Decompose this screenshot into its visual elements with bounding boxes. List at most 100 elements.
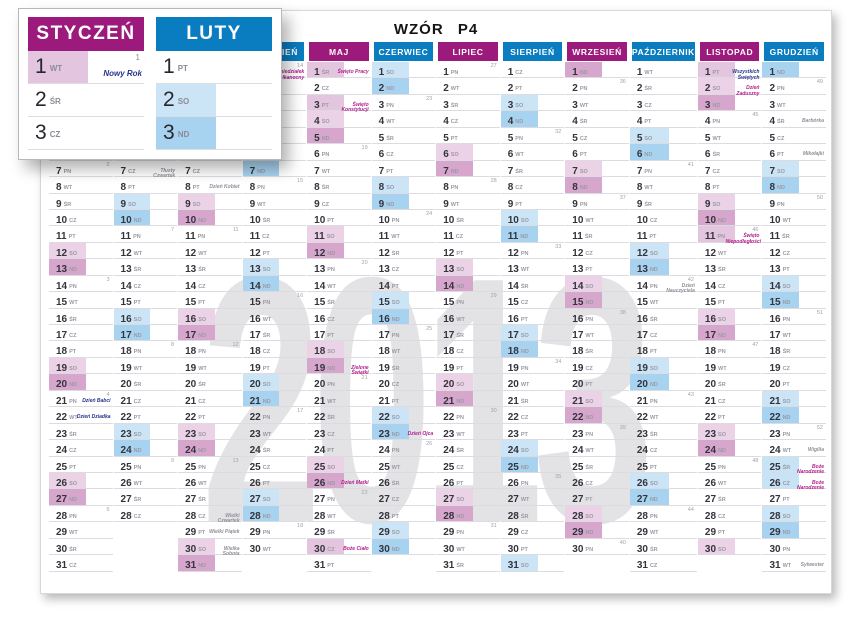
day-number: 20 [56, 379, 68, 391]
weekend-holiday-highlight [565, 390, 603, 407]
day-number: 7 [704, 165, 711, 177]
weekend-holiday-highlight [697, 62, 735, 78]
weekday-abbr: ŚR [262, 333, 271, 339]
weekday-abbr: ŚR [520, 283, 529, 290]
day-number: 14 [378, 280, 390, 292]
weekday-abbr: PT [712, 70, 720, 76]
weekday-abbr: PN [585, 316, 594, 323]
weekend-holiday-highlight [113, 209, 151, 226]
day-number: 2 [314, 83, 320, 95]
day-cell: 11 PN 11 [178, 226, 242, 243]
day-cell: 21 ND [436, 390, 500, 408]
weekday-abbr: SO [133, 431, 142, 438]
weekday-abbr: ŚR [520, 513, 529, 520]
day-cell: 11 SO [307, 226, 371, 243]
day-number: 6 [443, 149, 449, 161]
week-number: 46 [752, 227, 759, 234]
weekday-abbr: CZ [782, 365, 790, 372]
day-number: 1 [378, 67, 385, 78]
day-cell: 16 ND [371, 308, 436, 325]
day-number: 6 [769, 149, 776, 161]
weekend-holiday-highlight [762, 407, 800, 423]
weekday-abbr: ND [198, 448, 207, 455]
day-number: 13 [507, 264, 519, 276]
day-number: 9 [185, 198, 191, 210]
weekday-abbr: ŚR [649, 316, 658, 323]
day-number: 19 [443, 362, 455, 374]
day-cell: 15 WT [49, 292, 113, 309]
day-number: 12 [249, 247, 261, 259]
holiday-label: Wielki Piątek [209, 529, 240, 536]
day-number: 31 [56, 560, 68, 572]
weekday-abbr: PN [321, 152, 330, 159]
day-number: 22 [120, 412, 132, 424]
day-number: 7 [120, 165, 127, 177]
weekend-holiday-highlight [629, 259, 669, 275]
weekend-holiday-highlight [113, 325, 151, 341]
day-cell: 26 ŚR [371, 473, 436, 490]
day-number: 5 [769, 132, 776, 144]
weekday-abbr: ŚR [391, 250, 400, 257]
day-cell: 15 PT [178, 292, 242, 309]
weekday-abbr: SO [520, 333, 529, 339]
inset-holiday-label: Nowy Rok [103, 69, 142, 78]
day-number: 7 [56, 165, 62, 177]
weekday-abbr: ŚR [456, 217, 464, 224]
day-number: 31 [185, 560, 197, 572]
weekday-abbr: ŚR [133, 382, 142, 389]
weekday-abbr: CZ [262, 464, 271, 471]
day-cell: 14 PN 42 Dzień Nauczyciela [629, 276, 697, 295]
weekday-abbr: CZ [69, 563, 77, 570]
weekend-holiday-highlight [436, 374, 474, 390]
weekday-abbr: PT [133, 415, 141, 422]
day-cell: 11 WT [371, 226, 436, 243]
day-cell: 13 ŚR [697, 259, 762, 276]
weekday-abbr: PN [649, 513, 658, 520]
day-cell: 3 PN 23 [371, 95, 436, 112]
day-cell: 27 ŚR [178, 489, 242, 506]
week-number: 36 [619, 79, 626, 86]
day-cell: 16 CZ [307, 309, 371, 325]
weekday-abbr: ND [782, 300, 791, 307]
day-number: 8 [249, 182, 256, 194]
weekend-holiday-highlight [500, 341, 538, 357]
day-number: 7 [314, 165, 320, 177]
weekday-abbr: ND [456, 513, 465, 520]
day-number: 15 [507, 297, 519, 309]
weekday-abbr: WT [712, 135, 722, 142]
day-number: 22 [704, 412, 717, 424]
weekday-abbr: ŚR [520, 398, 529, 405]
weekday-abbr: WT [579, 102, 589, 109]
holiday-label: Wszystkich Świętych [732, 69, 760, 81]
day-number: 2 [572, 83, 578, 95]
weekday-abbr: CZ [649, 217, 658, 224]
holiday-label: Dzień Nauczyciela [666, 282, 695, 295]
weekend-holiday-highlight [178, 538, 215, 555]
weekday-abbr: ŚR [579, 119, 588, 126]
day-number: 18 [378, 346, 390, 358]
day-cell: 6 PT Mikołajki [762, 144, 826, 161]
weekday-abbr: SO [69, 365, 78, 372]
weekday-abbr: ND [585, 415, 594, 422]
month-column-marzec: MARZEC1PT2SO3ND4PN105WT6ŚR7CZ8PTDzień Ko… [178, 42, 242, 572]
day-number: 15 [443, 297, 455, 309]
weekday-abbr: PT [262, 365, 270, 372]
day-number: 26 [769, 477, 781, 489]
day-number: 7 [507, 165, 514, 177]
day-number: 13 [572, 264, 584, 276]
weekday-abbr: CZ [455, 234, 464, 241]
day-cell: 26 WT [113, 473, 178, 490]
day-cell: 8 WT [49, 177, 113, 194]
day-number: 24 [636, 445, 648, 457]
week-number: 4 [106, 391, 110, 398]
day-cell [243, 555, 307, 571]
day-number: 12 [185, 247, 197, 259]
day-number: 23 [314, 428, 326, 440]
day-number: 14 [769, 280, 781, 292]
day-number: 4 [378, 116, 385, 128]
weekday-abbr: SO [585, 283, 594, 290]
day-cell: 10 ND [113, 209, 178, 227]
day-cell: 21 CZ [697, 391, 762, 408]
day-number: 15 [314, 297, 326, 309]
weekend-holiday-highlight [762, 292, 800, 308]
